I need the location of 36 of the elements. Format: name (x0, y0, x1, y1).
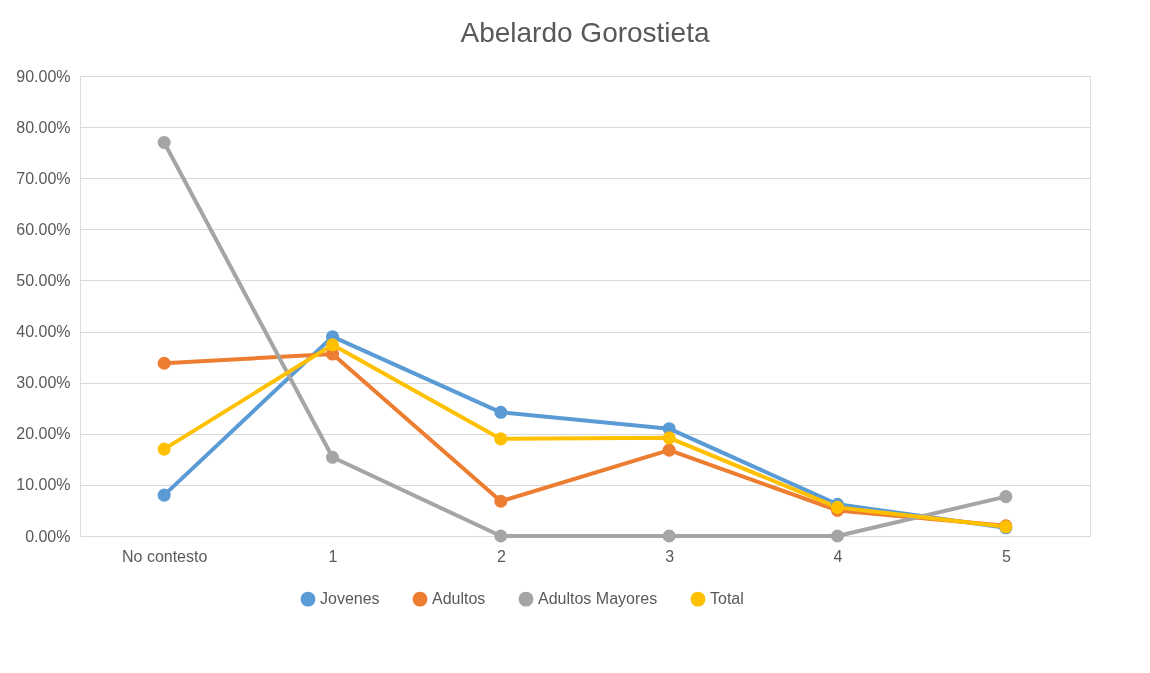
point (494, 432, 508, 446)
y-tick-label: 50.00% (16, 271, 71, 289)
point (662, 529, 676, 543)
legend-label: Adultos (432, 590, 486, 608)
x-tick-label: 2 (496, 547, 506, 565)
point (494, 494, 508, 508)
y-tick-label: 10.00% (16, 476, 71, 494)
point (157, 356, 171, 370)
y-tick-label: 40.00% (16, 323, 71, 341)
point (494, 529, 508, 543)
y-tick-label: 0.00% (25, 527, 71, 545)
point (662, 431, 676, 445)
y-tick-label: 90.00% (16, 67, 71, 85)
y-tick-label: 20.00% (16, 425, 71, 443)
y-tick-label: 80.00% (16, 118, 71, 136)
x-tick-label: 4 (833, 547, 843, 565)
x-tick-label: 5 (1001, 547, 1011, 565)
x-tick-label: 1 (328, 547, 338, 565)
legend-label: Jovenes (320, 590, 380, 608)
legend-label: Adultos Mayores (538, 590, 658, 608)
x-tick-label: 3 (665, 547, 675, 565)
y-tick-label: 70.00% (16, 169, 71, 187)
point (157, 135, 171, 149)
y-tick-label: 60.00% (16, 220, 71, 238)
legend-label: Total (710, 590, 744, 608)
point (662, 443, 676, 457)
point (325, 338, 340, 352)
point (157, 488, 171, 502)
chart-title: Abelardo Gorostieta (460, 17, 710, 48)
point (494, 405, 508, 419)
point (325, 450, 340, 464)
point (157, 442, 171, 456)
x-tick-label: No contesto (121, 547, 208, 565)
point (999, 490, 1013, 504)
point (830, 529, 845, 543)
y-tick-label: 30.00% (16, 374, 71, 392)
